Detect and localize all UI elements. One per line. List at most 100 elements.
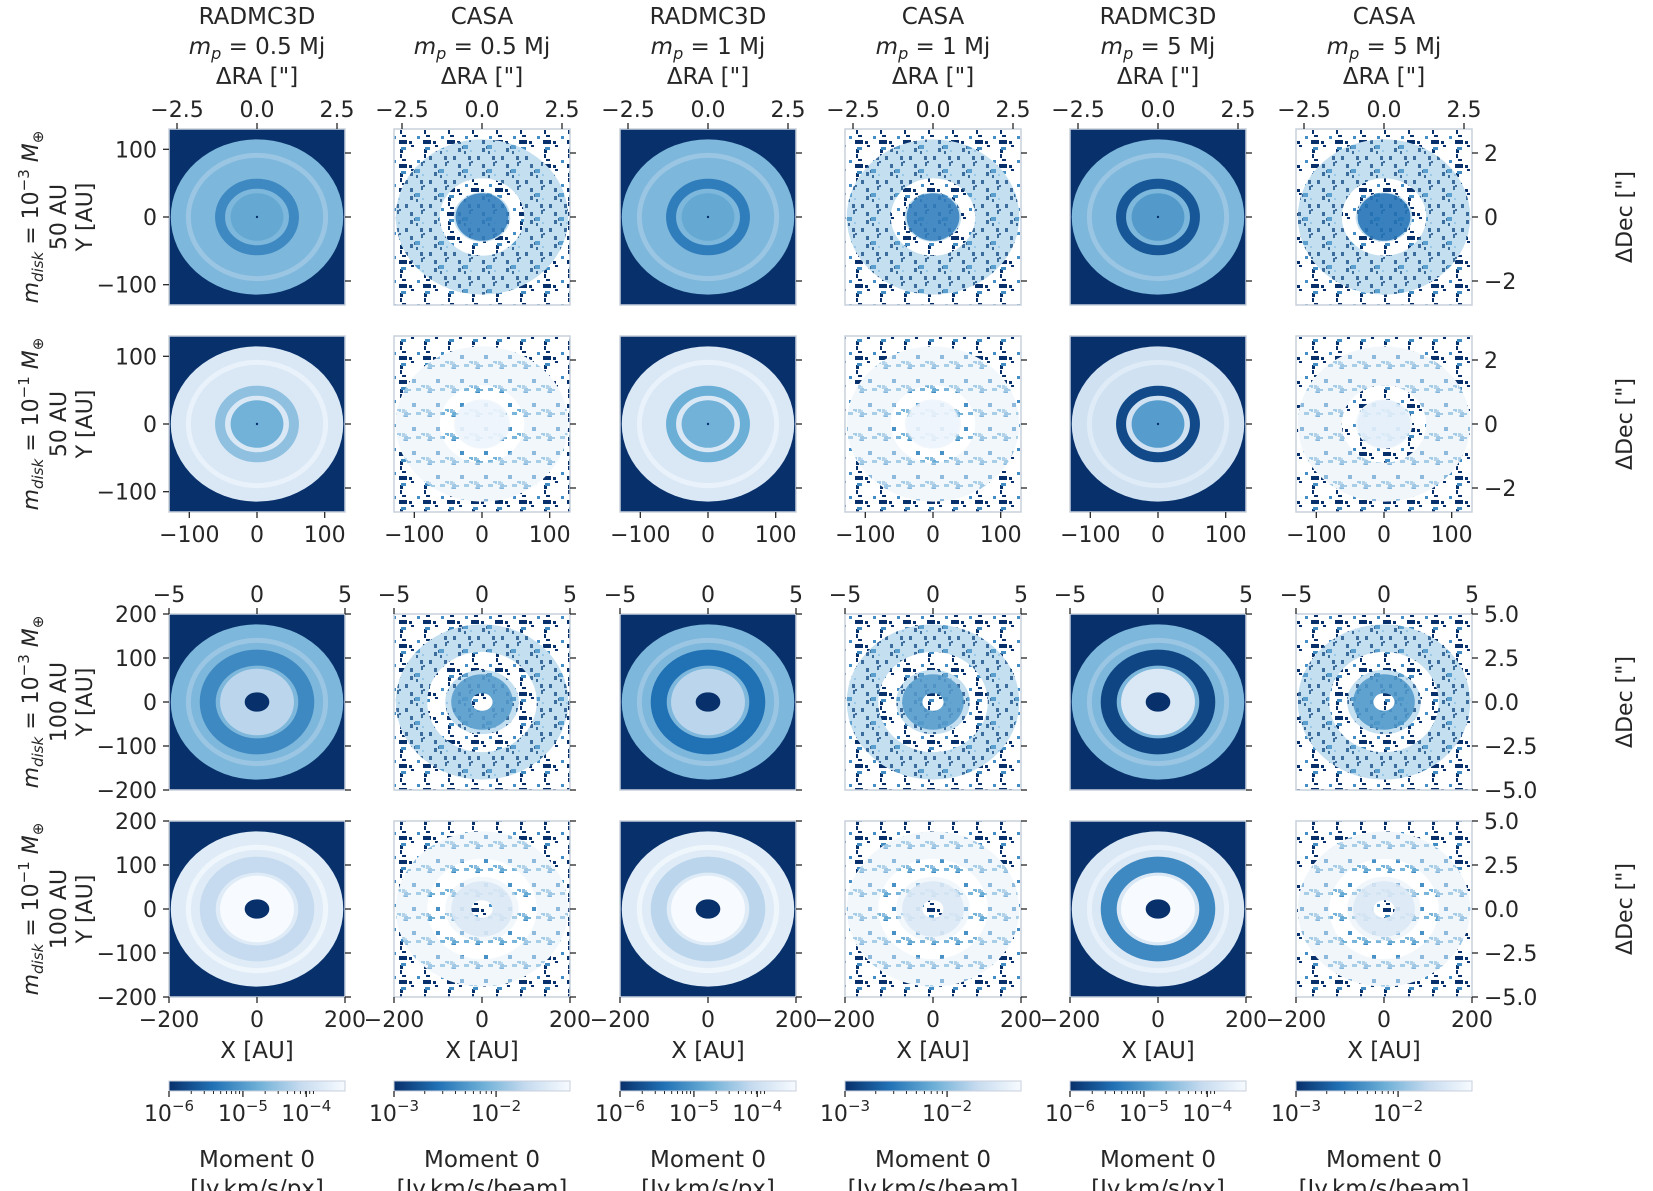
row-disk-mass-label: mdisk = 10−3 M⊕ [15, 131, 47, 304]
top-axis-label: ΔRA ["] [1117, 64, 1199, 90]
top-tick-label: −2.5 [601, 98, 654, 123]
y-tick-label: −200 [97, 986, 157, 1011]
row-distance-label: 100 AU [47, 869, 72, 949]
x-tick-label: 100 [980, 523, 1022, 548]
top-tick-label: 0.0 [465, 98, 500, 123]
panel-r3-c3 [619, 613, 797, 791]
colorbar-tick-label: 10−5 [1119, 1097, 1169, 1127]
planet-gap [199, 649, 315, 755]
central-hole [922, 900, 944, 918]
y-axis-label: Y [AU] [73, 183, 98, 253]
row-disk-mass-label: mdisk = 10−1 M⊕ [15, 823, 47, 996]
central-hole [1145, 692, 1171, 712]
x-tick-label: 200 [775, 1008, 817, 1033]
y-tick-label: 0 [143, 898, 157, 923]
top-tick-label: 5 [1014, 583, 1028, 608]
y-axis-label: Y [AU] [73, 875, 98, 945]
top-tick-label: −5 [153, 583, 185, 608]
panels-grid [168, 128, 1473, 998]
y-tick-label: 0 [143, 206, 157, 231]
column-mass-title: mp = 0.5 Mj [414, 34, 551, 63]
x-tick-label: −200 [815, 1008, 875, 1033]
x-tick-label: 100 [1205, 523, 1247, 548]
top-tick-label: 0.0 [691, 98, 726, 123]
row-distance-label: 100 AU [47, 662, 72, 742]
row-label-group: mdisk = 10−3 M⊕100 AU Y [AU] [15, 616, 98, 789]
right-tick-label: 0 [1484, 206, 1498, 231]
column-mass-title: mp = 0.5 Mj [189, 34, 326, 63]
disk-ring [185, 637, 329, 767]
central-hole [471, 900, 493, 918]
y-axis-label: Y [AU] [73, 668, 98, 738]
top-tick-label: −2.5 [1051, 98, 1104, 123]
planet-gap [1116, 385, 1200, 463]
inner-disk [906, 400, 960, 448]
colorbar-tick-label: 10−4 [281, 1097, 331, 1127]
row-disk-mass-label: mdisk = 10−1 M⊕ [15, 338, 47, 511]
right-tick-label: −2.5 [1484, 735, 1537, 760]
colorbar [844, 1080, 1022, 1092]
inner-disk [455, 193, 509, 241]
top-tick-label: −5 [378, 583, 410, 608]
colorbar-unit: [Jy.km/s/px] [641, 1176, 775, 1191]
x-tick-label: 200 [1225, 1008, 1267, 1033]
right-tick-label: 5.0 [1484, 603, 1519, 628]
planet-gap [878, 858, 988, 960]
central-hole [1373, 900, 1395, 918]
panel-r4-c6 [1295, 820, 1473, 998]
right-axis-label-group: ΔDec ["] [1613, 863, 1638, 955]
top-tick-label: 2.5 [771, 98, 806, 123]
planet-gap [1100, 856, 1216, 962]
x-tick-label: −100 [1286, 523, 1346, 548]
column-mass-title: mp = 5 Mj [1101, 34, 1216, 63]
top-tick-label: −5 [604, 583, 636, 608]
row-label-group: mdisk = 10−1 M⊕100 AU Y [AU] [15, 823, 98, 996]
right-tick-label: 2.5 [1484, 854, 1519, 879]
planet-gap [215, 385, 299, 463]
panel-r3-c1 [168, 613, 346, 791]
disk-ring [636, 152, 780, 282]
central-hole [244, 692, 270, 712]
column-source-title: RADMC3D [199, 4, 316, 30]
colorbar [619, 1080, 797, 1092]
right-axis-label: ΔDec ["] [1613, 378, 1638, 470]
planet-gap [215, 178, 299, 256]
x-tick-label: 0 [701, 523, 715, 548]
disk-ring [1086, 844, 1230, 974]
right-axis-label-group: ΔDec ["] [1613, 171, 1638, 263]
planet-gap [650, 856, 766, 962]
colorbar [1069, 1080, 1247, 1092]
y-tick-label: −100 [97, 274, 157, 299]
row-distance-label: 50 AU [47, 184, 72, 250]
panel-r4-c3 [619, 820, 797, 998]
top-axis-label: ΔRA ["] [892, 64, 974, 90]
central-star [255, 422, 259, 426]
top-axis-label: ΔRA ["] [667, 64, 749, 90]
y-tick-label: 100 [115, 854, 157, 879]
panel-r2-c5 [1069, 335, 1247, 513]
row-label-group: mdisk = 10−3 M⊕50 AU Y [AU] [15, 131, 98, 304]
top-tick-label: 5 [1239, 583, 1253, 608]
x-tick-label: −100 [159, 523, 219, 548]
top-axis-label: ΔRA ["] [216, 64, 298, 90]
right-tick-label: 0.0 [1484, 898, 1519, 923]
column-source-title: CASA [1353, 4, 1416, 30]
column-mass-title: mp = 5 Mj [1327, 34, 1442, 63]
colorbar-tick-label: 10−5 [669, 1097, 719, 1127]
x-tick-label: −100 [1060, 523, 1120, 548]
y-tick-label: 200 [115, 810, 157, 835]
top-axis-label: ΔRA ["] [1343, 64, 1425, 90]
central-star [255, 215, 259, 219]
x-tick-label: 100 [304, 523, 346, 548]
top-tick-label: 0.0 [240, 98, 275, 123]
planet-gap [666, 178, 750, 256]
top-tick-label: 0.0 [1141, 98, 1176, 123]
x-tick-label: 0 [1377, 1008, 1391, 1033]
top-tick-label: 2.5 [1221, 98, 1256, 123]
x-tick-label: −200 [139, 1008, 199, 1033]
planet-gap [1329, 651, 1439, 753]
colorbar [168, 1080, 346, 1092]
panel-r2-c6 [1295, 335, 1473, 513]
right-tick-label: −2 [1484, 270, 1516, 295]
panel-r1-c2 [393, 128, 571, 306]
